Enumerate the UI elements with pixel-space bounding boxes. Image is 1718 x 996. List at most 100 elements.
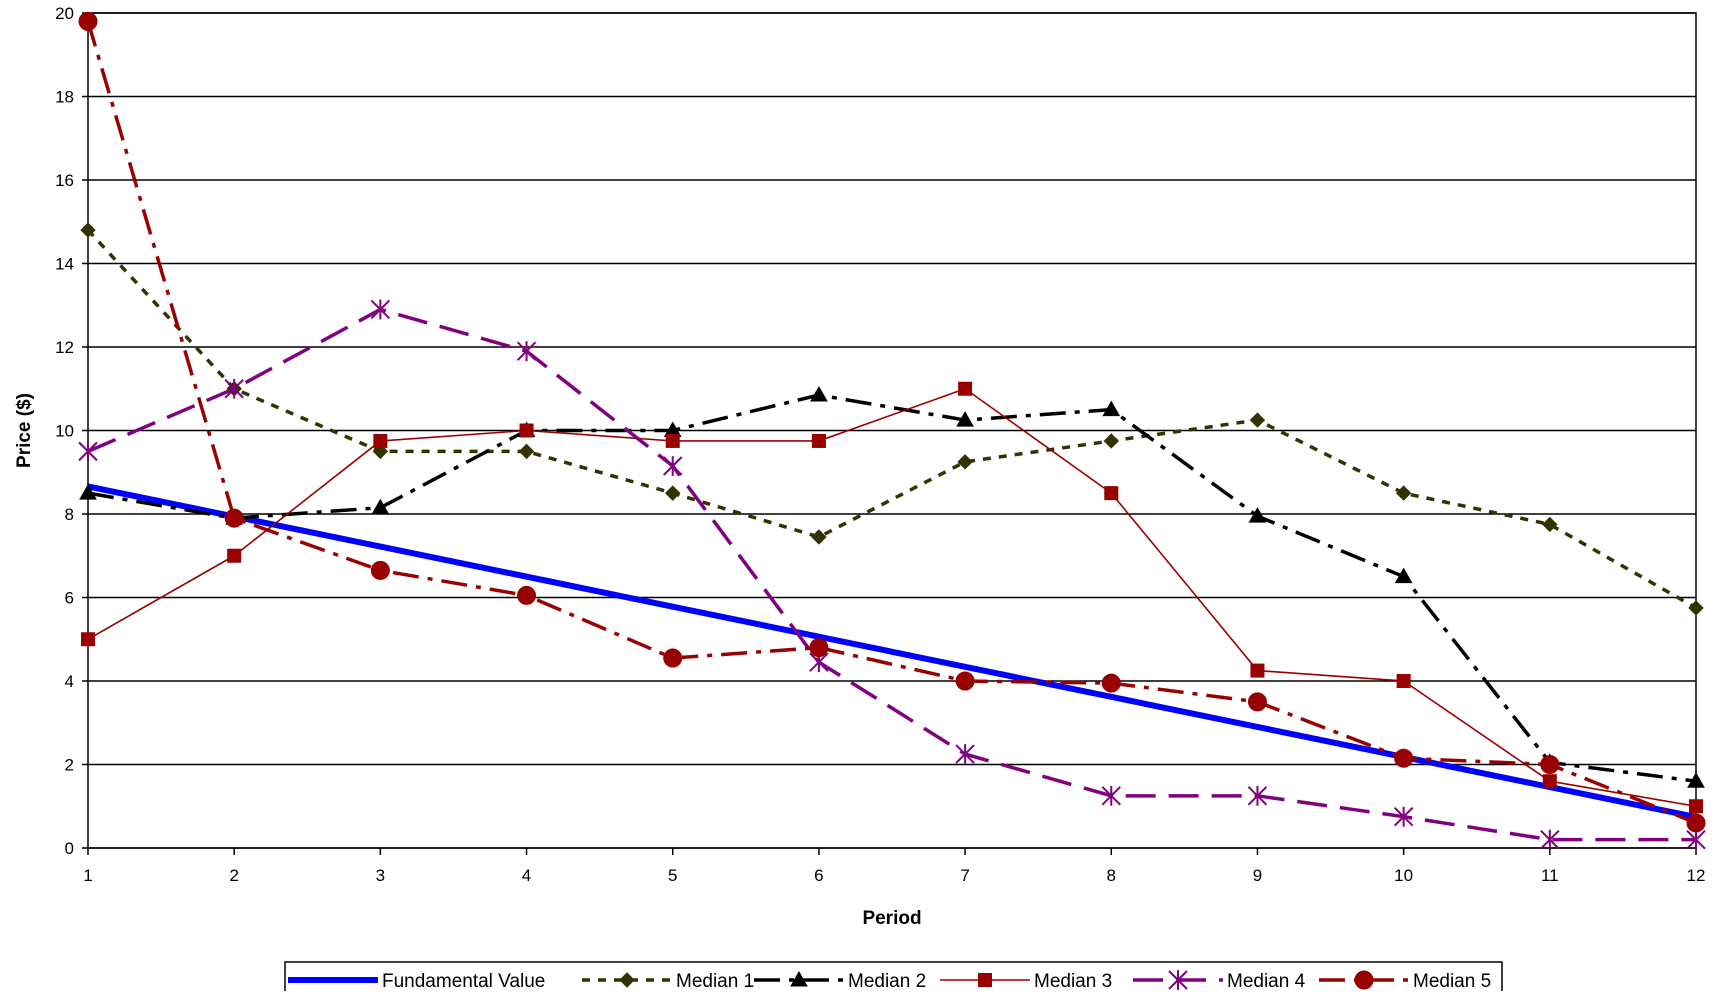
data-point-median-3 bbox=[958, 381, 973, 396]
x-tick-label: 8 bbox=[1107, 866, 1116, 885]
y-tick-label: 6 bbox=[65, 589, 74, 608]
series-line-median-2 bbox=[87, 393, 1697, 783]
data-point-median-3 bbox=[665, 433, 680, 448]
data-point-median-1 bbox=[811, 529, 827, 545]
data-point-median-5 bbox=[1101, 673, 1121, 693]
data-point-median-3 bbox=[81, 632, 95, 647]
y-tick-label: 0 bbox=[65, 839, 74, 858]
data-point-median-4 bbox=[1247, 785, 1268, 806]
data-point-median-5 bbox=[370, 560, 390, 580]
data-point-median-3 bbox=[1689, 799, 1703, 814]
data-point-median-2 bbox=[810, 386, 828, 402]
x-tick-label: 1 bbox=[83, 866, 92, 885]
y-tick-label: 8 bbox=[65, 505, 74, 524]
x-tick-label: 10 bbox=[1394, 866, 1413, 885]
data-point-median-2 bbox=[1394, 567, 1413, 584]
legend-entry-median-2: Median 2 bbox=[754, 970, 926, 992]
x-tick-label: 6 bbox=[814, 866, 823, 885]
data-point-median-5 bbox=[1540, 755, 1560, 774]
data-point-median-5 bbox=[224, 508, 244, 528]
data-point-median-4 bbox=[1686, 829, 1706, 850]
data-point-median-5 bbox=[809, 638, 829, 658]
data-point-median-1 bbox=[1688, 600, 1704, 616]
data-point-median-5 bbox=[1247, 692, 1267, 712]
data-point-median-4 bbox=[663, 456, 683, 476]
data-point-median-2 bbox=[371, 498, 390, 515]
y-tick-label: 12 bbox=[55, 338, 74, 357]
data-point-median-4 bbox=[1101, 785, 1121, 806]
data-point-median-5 bbox=[517, 585, 537, 605]
y-tick-label: 20 bbox=[55, 4, 74, 23]
x-tick-label: 11 bbox=[1541, 866, 1559, 885]
y-tick-label: 4 bbox=[65, 672, 74, 691]
series-line-median-3 bbox=[87, 387, 1697, 808]
data-point-median-3 bbox=[227, 548, 242, 563]
data-point-median-5 bbox=[1686, 813, 1706, 833]
legend-label-median-1: Median 1 bbox=[676, 971, 754, 991]
legend-marker-median-3 bbox=[978, 973, 992, 987]
data-point-median-5 bbox=[955, 671, 975, 691]
legend-marker-median-5 bbox=[1354, 970, 1374, 990]
y-tick-label: 2 bbox=[65, 756, 74, 775]
data-point-median-2 bbox=[1687, 772, 1705, 788]
data-point-median-1 bbox=[665, 485, 681, 501]
series-median-4 bbox=[78, 299, 1706, 850]
legend-label-median-3: Median 3 bbox=[1034, 971, 1112, 991]
data-point-median-3 bbox=[811, 433, 826, 448]
series-median-3 bbox=[81, 381, 1703, 814]
data-point-median-4 bbox=[1540, 829, 1560, 850]
data-point-median-1 bbox=[1395, 485, 1412, 501]
data-point-median-2 bbox=[956, 411, 974, 427]
data-point-median-3 bbox=[1104, 486, 1119, 501]
series-median-5 bbox=[78, 11, 1706, 833]
series-line-median-5 bbox=[86, 20, 1697, 825]
series-median-2 bbox=[79, 386, 1705, 788]
data-point-median-2 bbox=[1102, 400, 1121, 417]
x-tick-label: 7 bbox=[960, 866, 969, 885]
series-fundamental-value bbox=[87, 483, 1697, 821]
legend-label-median-5: Median 5 bbox=[1413, 971, 1491, 991]
legend-entry-median-5: Median 5 bbox=[1319, 970, 1491, 992]
x-tick-label: 4 bbox=[522, 866, 531, 885]
legend-label-fundamental-value: Fundamental Value bbox=[382, 971, 545, 991]
x-axis-title: Period bbox=[862, 908, 921, 929]
y-axis-title: Price ($) bbox=[14, 393, 35, 468]
x-tick-label: 9 bbox=[1253, 866, 1262, 885]
data-point-median-1 bbox=[1103, 433, 1119, 449]
data-point-median-1 bbox=[1249, 412, 1266, 428]
data-point-median-2 bbox=[1248, 507, 1267, 523]
data-point-median-1 bbox=[518, 443, 535, 460]
y-tick-label: 14 bbox=[55, 255, 74, 274]
legend-entry-median-1: Median 1 bbox=[582, 971, 754, 992]
x-tick-label: 5 bbox=[668, 866, 677, 885]
legend-entry-median-4: Median 4 bbox=[1133, 970, 1306, 992]
legend-marker-median-1 bbox=[619, 972, 635, 988]
legend-label-median-2: Median 2 bbox=[848, 971, 926, 991]
x-tick-label: 12 bbox=[1687, 866, 1706, 885]
y-tick-label: 18 bbox=[55, 88, 74, 107]
x-tick-label: 3 bbox=[376, 866, 385, 885]
data-point-median-4 bbox=[516, 341, 537, 362]
legend-box bbox=[284, 961, 1503, 993]
y-tick-label: 10 bbox=[55, 422, 74, 441]
data-point-median-1 bbox=[1542, 516, 1558, 533]
data-point-median-3 bbox=[1396, 674, 1411, 688]
data-point-median-4 bbox=[1393, 806, 1414, 827]
series-line-fundamental-value bbox=[87, 483, 1697, 821]
y-tick-label: 16 bbox=[55, 171, 74, 190]
data-point-median-1 bbox=[80, 222, 96, 238]
data-point-median-3 bbox=[1542, 774, 1557, 789]
legend-entry-fundamental-value: Fundamental Value bbox=[288, 971, 545, 992]
legend-marker-median-2 bbox=[790, 970, 808, 987]
series-line-median-1 bbox=[86, 228, 1697, 610]
legend-label-median-4: Median 4 bbox=[1227, 971, 1306, 991]
data-point-median-4 bbox=[78, 441, 98, 462]
data-point-median-3 bbox=[519, 423, 534, 438]
data-point-median-3 bbox=[1250, 663, 1265, 678]
legend-entry-median-3: Median 3 bbox=[940, 971, 1112, 992]
data-point-median-4 bbox=[224, 378, 244, 399]
data-point-median-3 bbox=[373, 433, 388, 448]
data-point-median-5 bbox=[663, 648, 683, 668]
data-point-median-5 bbox=[1394, 748, 1414, 768]
